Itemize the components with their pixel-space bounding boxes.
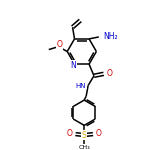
Text: S: S [82, 131, 87, 140]
Text: O: O [57, 40, 62, 49]
Text: O: O [67, 129, 73, 138]
Text: CH₃: CH₃ [78, 145, 90, 150]
Text: N: N [71, 61, 76, 70]
Text: O: O [107, 69, 112, 78]
Text: NH₂: NH₂ [104, 32, 118, 41]
Text: HN: HN [76, 82, 86, 88]
Text: O: O [96, 129, 102, 138]
